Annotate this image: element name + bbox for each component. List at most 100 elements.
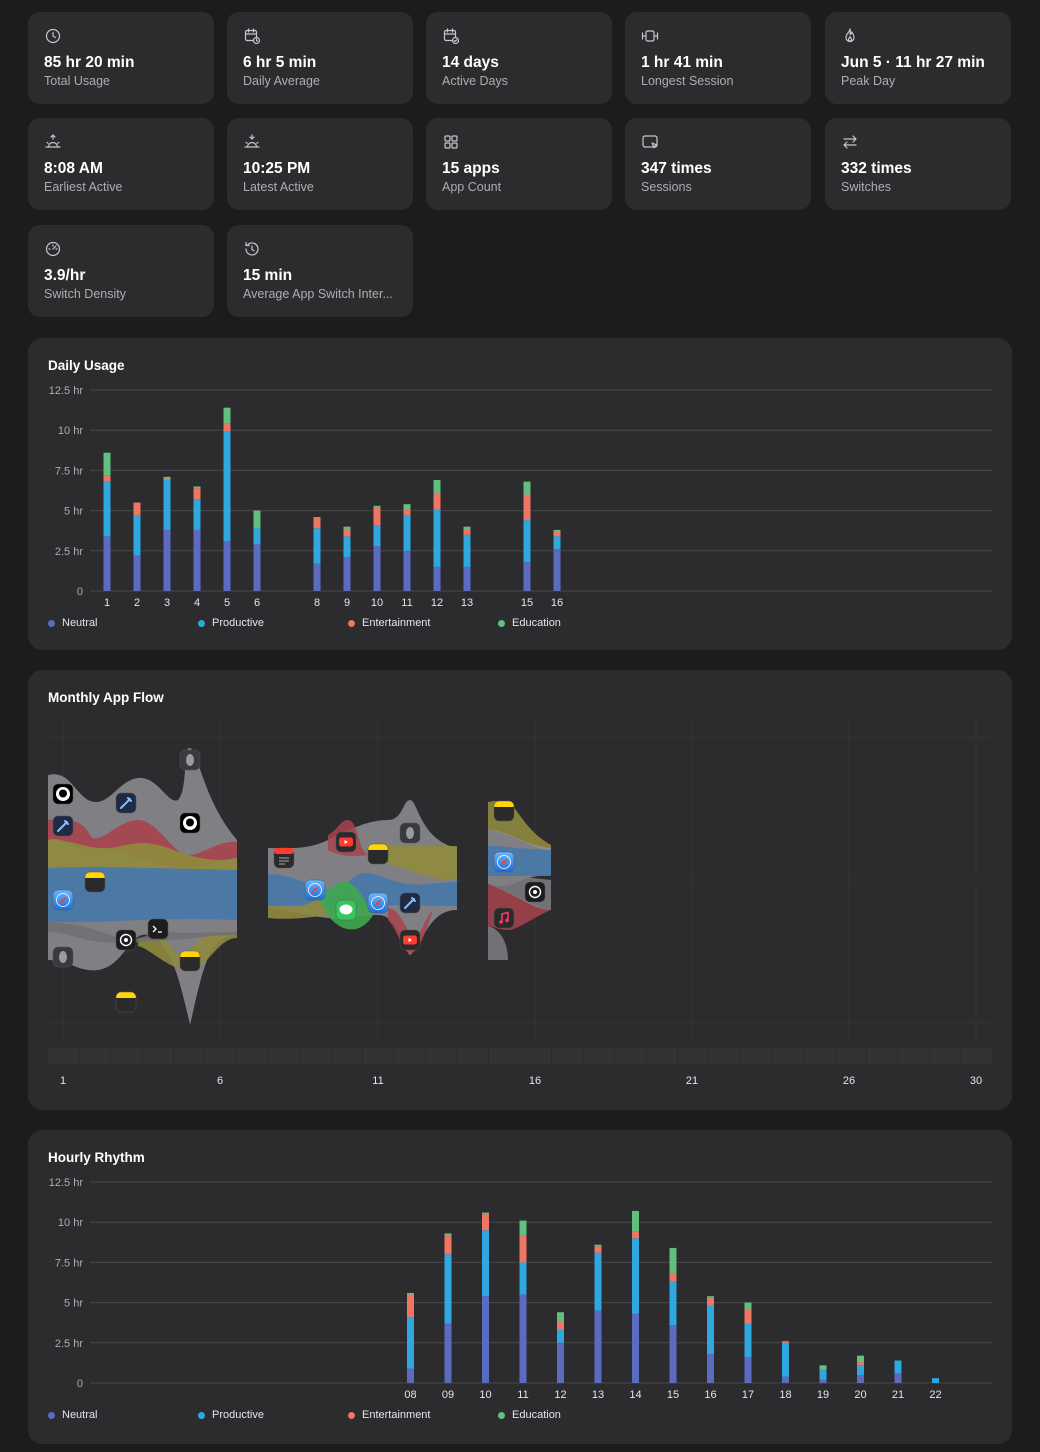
safari-icon[interactable] <box>52 889 74 911</box>
legend-education[interactable]: Education <box>498 617 648 629</box>
day-cell-6[interactable] <box>205 1048 237 1064</box>
daily-bar-entertainment-2[interactable] <box>133 502 141 516</box>
legend-education[interactable]: Education <box>498 1409 648 1421</box>
day-cell-8[interactable] <box>268 1048 300 1064</box>
hourly-bar-neutral-16[interactable] <box>707 1354 714 1383</box>
daily-bar-productive-1[interactable] <box>103 481 111 537</box>
day-cell-29[interactable] <box>930 1048 961 1064</box>
daily-bar-neutral-4[interactable] <box>193 529 201 591</box>
daily-bar-neutral-10[interactable] <box>373 545 381 591</box>
day-cell-20[interactable] <box>646 1048 678 1064</box>
daily-bar-neutral-11[interactable] <box>403 550 411 591</box>
hourly-bar-productive-17[interactable] <box>744 1323 752 1358</box>
daily-bar-education-13[interactable] <box>463 526 471 530</box>
day-cell-4[interactable] <box>142 1048 174 1064</box>
xcode-icon[interactable] <box>115 792 137 814</box>
day-cell-1[interactable] <box>48 1048 79 1064</box>
safari-icon[interactable] <box>493 851 515 873</box>
daily-bar-education-4[interactable] <box>193 486 201 489</box>
daily-bar-productive-15[interactable] <box>523 520 531 563</box>
notes-icon[interactable] <box>367 843 389 865</box>
day-cell-22[interactable] <box>709 1048 741 1064</box>
hourly-bar-productive-18[interactable] <box>782 1342 789 1377</box>
day-cell-25[interactable] <box>804 1048 835 1064</box>
stat-card-sessions[interactable]: 347 times Sessions <box>625 118 811 210</box>
daily-bar-neutral-5[interactable] <box>223 541 231 591</box>
daily-bar-education-6[interactable] <box>253 510 261 529</box>
stat-card-daily-average[interactable]: 6 hr 5 min Daily Average <box>227 12 413 104</box>
legend-entertainment[interactable]: Entertainment <box>348 1409 498 1421</box>
github-icon[interactable] <box>179 812 201 834</box>
daily-bar-neutral-12[interactable] <box>433 566 441 591</box>
flow-group-week-1[interactable] <box>48 747 237 1025</box>
hourly-bar-education-11[interactable] <box>519 1220 527 1236</box>
hourly-bar-education-19[interactable] <box>819 1365 827 1371</box>
hourly-bar-neutral-20[interactable] <box>857 1374 864 1383</box>
hourly-bar-neutral-11[interactable] <box>519 1294 527 1383</box>
daily-bar-entertainment-9[interactable] <box>343 529 351 537</box>
legend-neutral[interactable]: Neutral <box>48 617 198 629</box>
hourly-bar-entertainment-14[interactable] <box>632 1231 639 1239</box>
daily-bar-productive-16[interactable] <box>553 536 561 550</box>
daily-bar-productive-6[interactable] <box>253 528 261 545</box>
day-cell-18[interactable] <box>583 1048 615 1064</box>
daily-bar-education-3[interactable] <box>163 476 171 479</box>
hourly-bar-education-10[interactable] <box>482 1212 489 1215</box>
hourly-bar-productive-10[interactable] <box>482 1230 489 1297</box>
stat-card-earliest-active[interactable]: 8:08 AM Earliest Active <box>28 118 214 210</box>
hourly-bar-entertainment-18[interactable] <box>782 1341 789 1343</box>
stat-card-app-count[interactable]: 15 apps App Count <box>426 118 612 210</box>
flow-group-week-2[interactable] <box>268 800 457 955</box>
day-cell-3[interactable] <box>111 1048 142 1064</box>
day-cell-28[interactable] <box>898 1048 930 1064</box>
daily-bar-neutral-3[interactable] <box>163 529 171 591</box>
daily-bar-entertainment-16[interactable] <box>553 531 561 537</box>
hourly-bar-neutral-18[interactable] <box>782 1376 789 1383</box>
calendar-icon[interactable] <box>273 847 295 869</box>
stat-card-switches[interactable]: 332 times Switches <box>825 118 1011 210</box>
daily-bar-education-16[interactable] <box>553 529 561 532</box>
hourly-bar-entertainment-15[interactable] <box>669 1273 677 1282</box>
hourly-bar-education-16[interactable] <box>707 1296 714 1298</box>
chatgpt-icon[interactable] <box>115 929 137 951</box>
notes-icon[interactable] <box>493 800 515 822</box>
hourly-bar-neutral-09[interactable] <box>444 1323 452 1383</box>
hourly-bar-entertainment-09[interactable] <box>444 1235 452 1255</box>
hourly-bar-productive-15[interactable] <box>669 1281 677 1326</box>
day-cell-14[interactable] <box>457 1048 489 1064</box>
daily-bar-entertainment-5[interactable] <box>223 423 231 432</box>
notes-icon[interactable] <box>84 871 106 893</box>
day-cell-21[interactable] <box>678 1048 709 1064</box>
daily-bar-education-1[interactable] <box>103 452 111 476</box>
hourly-bar-education-20[interactable] <box>857 1355 864 1363</box>
hourly-bar-education-08[interactable] <box>407 1292 414 1295</box>
daily-bar-entertainment-13[interactable] <box>463 529 471 535</box>
notes-icon[interactable] <box>179 950 201 972</box>
hourly-bar-education-17[interactable] <box>744 1302 752 1310</box>
hourly-bar-productive-13[interactable] <box>594 1252 602 1311</box>
daily-bar-neutral-1[interactable] <box>103 536 111 591</box>
daily-bar-entertainment-12[interactable] <box>433 492 441 509</box>
day-cell-11[interactable] <box>363 1048 394 1064</box>
daily-bar-entertainment-1[interactable] <box>103 475 111 482</box>
day-cell-17[interactable] <box>552 1048 583 1064</box>
daily-bar-education-5[interactable] <box>223 407 231 424</box>
hourly-bar-productive-14[interactable] <box>632 1238 639 1314</box>
github-icon[interactable] <box>52 783 74 805</box>
day-cell-26[interactable] <box>835 1048 867 1064</box>
day-cell-7[interactable] <box>237 1048 268 1064</box>
gray-app-icon[interactable] <box>52 946 74 968</box>
legend-entertainment[interactable]: Entertainment <box>348 617 498 629</box>
hourly-bar-productive-19[interactable] <box>819 1370 827 1380</box>
daily-bar-entertainment-10[interactable] <box>373 507 381 526</box>
hourly-bar-entertainment-08[interactable] <box>407 1294 414 1318</box>
hourly-bar-education-12[interactable] <box>557 1312 564 1322</box>
hourly-bar-entertainment-12[interactable] <box>557 1321 564 1330</box>
daily-bar-education-9[interactable] <box>343 526 351 530</box>
stat-card-peak-day[interactable]: Jun 5 · 11 hr 27 min Peak Day <box>825 12 1011 104</box>
daily-bar-productive-11[interactable] <box>403 515 411 551</box>
day-cell-5[interactable] <box>174 1048 205 1064</box>
app-flow-chart[interactable]: 1 6 11 16 21 26 30 <box>28 670 1012 1110</box>
daily-bar-entertainment-3[interactable] <box>163 478 171 481</box>
xcode-icon[interactable] <box>399 892 421 914</box>
